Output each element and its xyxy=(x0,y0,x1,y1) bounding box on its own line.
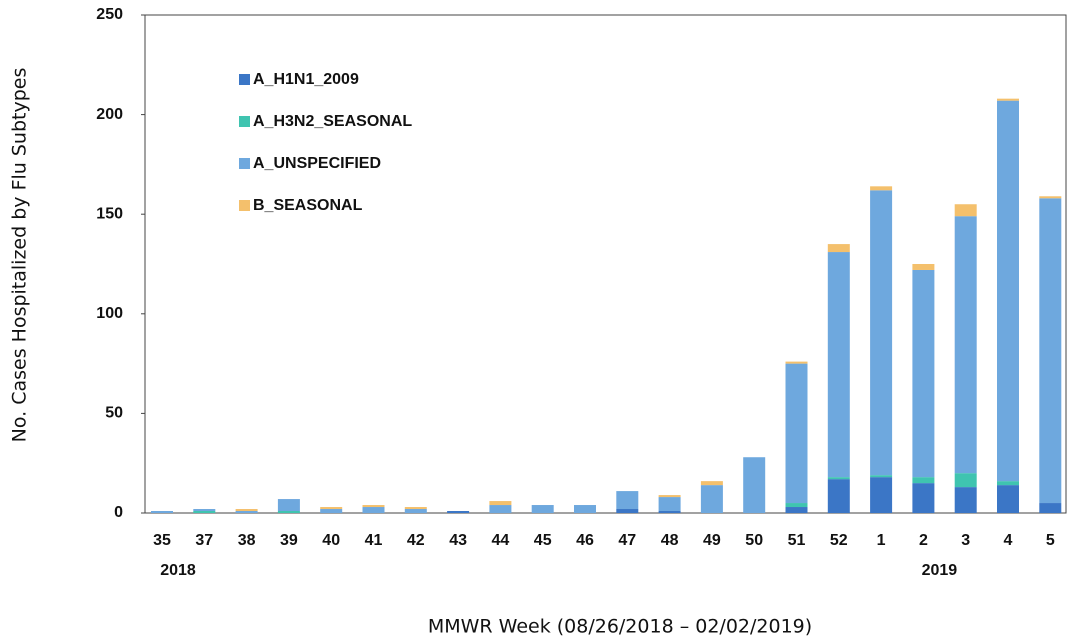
x-tick-label: 43 xyxy=(449,532,467,549)
bar-segment xyxy=(870,186,893,191)
x-tick-label: 52 xyxy=(830,532,848,549)
year-label: 2018 xyxy=(160,562,196,579)
x-tick-label: 51 xyxy=(788,532,806,549)
bar-segment xyxy=(827,244,850,253)
legend-swatch xyxy=(239,158,250,169)
bar-segment xyxy=(785,361,808,364)
bar-segment xyxy=(235,511,258,513)
x-tick-label: 42 xyxy=(407,532,425,549)
bar-segment xyxy=(912,477,935,484)
bar-segment xyxy=(912,269,935,478)
bar-segment xyxy=(870,190,893,476)
x-axis-title: MMWR Week (08/26/2018 – 02/02/2019) xyxy=(428,616,812,638)
bar-segment xyxy=(489,505,512,513)
bar-segment xyxy=(320,509,343,513)
y-tick-label: 200 xyxy=(96,106,123,123)
bar-segment xyxy=(700,485,723,513)
x-tick-label: 46 xyxy=(576,532,594,549)
bar-segment xyxy=(954,204,977,217)
bar-segment xyxy=(827,479,850,513)
y-tick-label: 0 xyxy=(114,504,123,521)
bar-segment xyxy=(700,481,723,486)
bar-segment xyxy=(151,511,173,513)
bar-segment xyxy=(997,98,1019,101)
x-tick-label: 48 xyxy=(661,532,679,549)
bar-segment xyxy=(997,481,1019,486)
bar-segment xyxy=(658,495,681,498)
bar-segment xyxy=(785,503,808,508)
x-tick-label: 4 xyxy=(1004,532,1013,549)
x-tick-label: 37 xyxy=(195,532,213,549)
x-tick-label: 45 xyxy=(534,532,552,549)
bar-segment xyxy=(320,507,343,510)
x-tick-label: 5 xyxy=(1046,532,1055,549)
bar-segment xyxy=(997,100,1019,482)
bar-segment xyxy=(912,264,935,270)
bar-segment xyxy=(870,475,893,478)
bar-segment xyxy=(827,252,850,478)
bar-segment xyxy=(404,507,427,510)
bar-segment xyxy=(785,363,808,504)
x-tick-label: 40 xyxy=(322,532,340,549)
x-tick-label: 47 xyxy=(618,532,636,549)
bar-segment xyxy=(870,477,893,513)
x-tick-label: 3 xyxy=(961,532,970,549)
bar-segment xyxy=(193,511,216,513)
plot-frame xyxy=(144,14,1067,514)
bar-segment xyxy=(489,501,512,506)
legend-label: B_SEASONAL xyxy=(253,197,363,214)
legend-label: A_H1N1_2009 xyxy=(253,71,359,88)
legend-swatch xyxy=(239,116,250,127)
bar-segment xyxy=(743,457,766,513)
bar-segment xyxy=(954,487,977,513)
bar-segment xyxy=(827,477,850,480)
year-label: 2019 xyxy=(922,562,958,579)
y-axis-title: No. Cases Hospitalized by Flu Subtypes xyxy=(9,68,31,443)
x-tick-label: 2 xyxy=(919,532,928,549)
bar-segment xyxy=(277,499,300,512)
bar-segment xyxy=(1039,503,1062,513)
bar-segment xyxy=(193,509,216,512)
x-tick-label: 44 xyxy=(492,532,510,549)
bar-segment xyxy=(658,497,681,512)
bar-segment xyxy=(1039,198,1062,504)
legend-label: A_UNSPECIFIED xyxy=(253,155,381,172)
y-tick-label: 50 xyxy=(105,405,123,422)
bar-segment xyxy=(277,511,300,513)
bar-segment xyxy=(362,507,385,513)
bar-segment xyxy=(404,509,427,513)
x-tick-label: 49 xyxy=(703,532,721,549)
bar-segment xyxy=(362,505,385,508)
bar-segment xyxy=(954,473,977,488)
bar-segment xyxy=(658,511,681,513)
x-tick-label: 50 xyxy=(745,532,763,549)
bar-segment xyxy=(235,509,258,512)
x-tick-label: 35 xyxy=(153,532,171,549)
x-tick-label: 1 xyxy=(877,532,886,549)
bar-segment xyxy=(997,485,1019,513)
y-tick-label: 250 xyxy=(96,6,123,23)
bar-segment xyxy=(785,507,808,513)
bar-segment xyxy=(1039,196,1062,199)
legend-swatch xyxy=(239,200,250,211)
legend-label: A_H3N2_SEASONAL xyxy=(253,113,412,130)
y-tick-label: 100 xyxy=(96,305,123,322)
x-tick-label: 39 xyxy=(280,532,298,549)
bar-segment xyxy=(616,509,639,513)
bar-segment xyxy=(531,505,554,513)
x-tick-label: 41 xyxy=(365,532,383,549)
bar-segment xyxy=(616,491,639,510)
bar-segment xyxy=(574,505,596,513)
y-tick-label: 150 xyxy=(96,205,123,222)
legend-swatch xyxy=(239,74,250,85)
bar-segment xyxy=(912,483,935,513)
x-tick-label: 38 xyxy=(238,532,256,549)
bar-segment xyxy=(954,216,977,474)
bar-segment xyxy=(447,511,470,513)
